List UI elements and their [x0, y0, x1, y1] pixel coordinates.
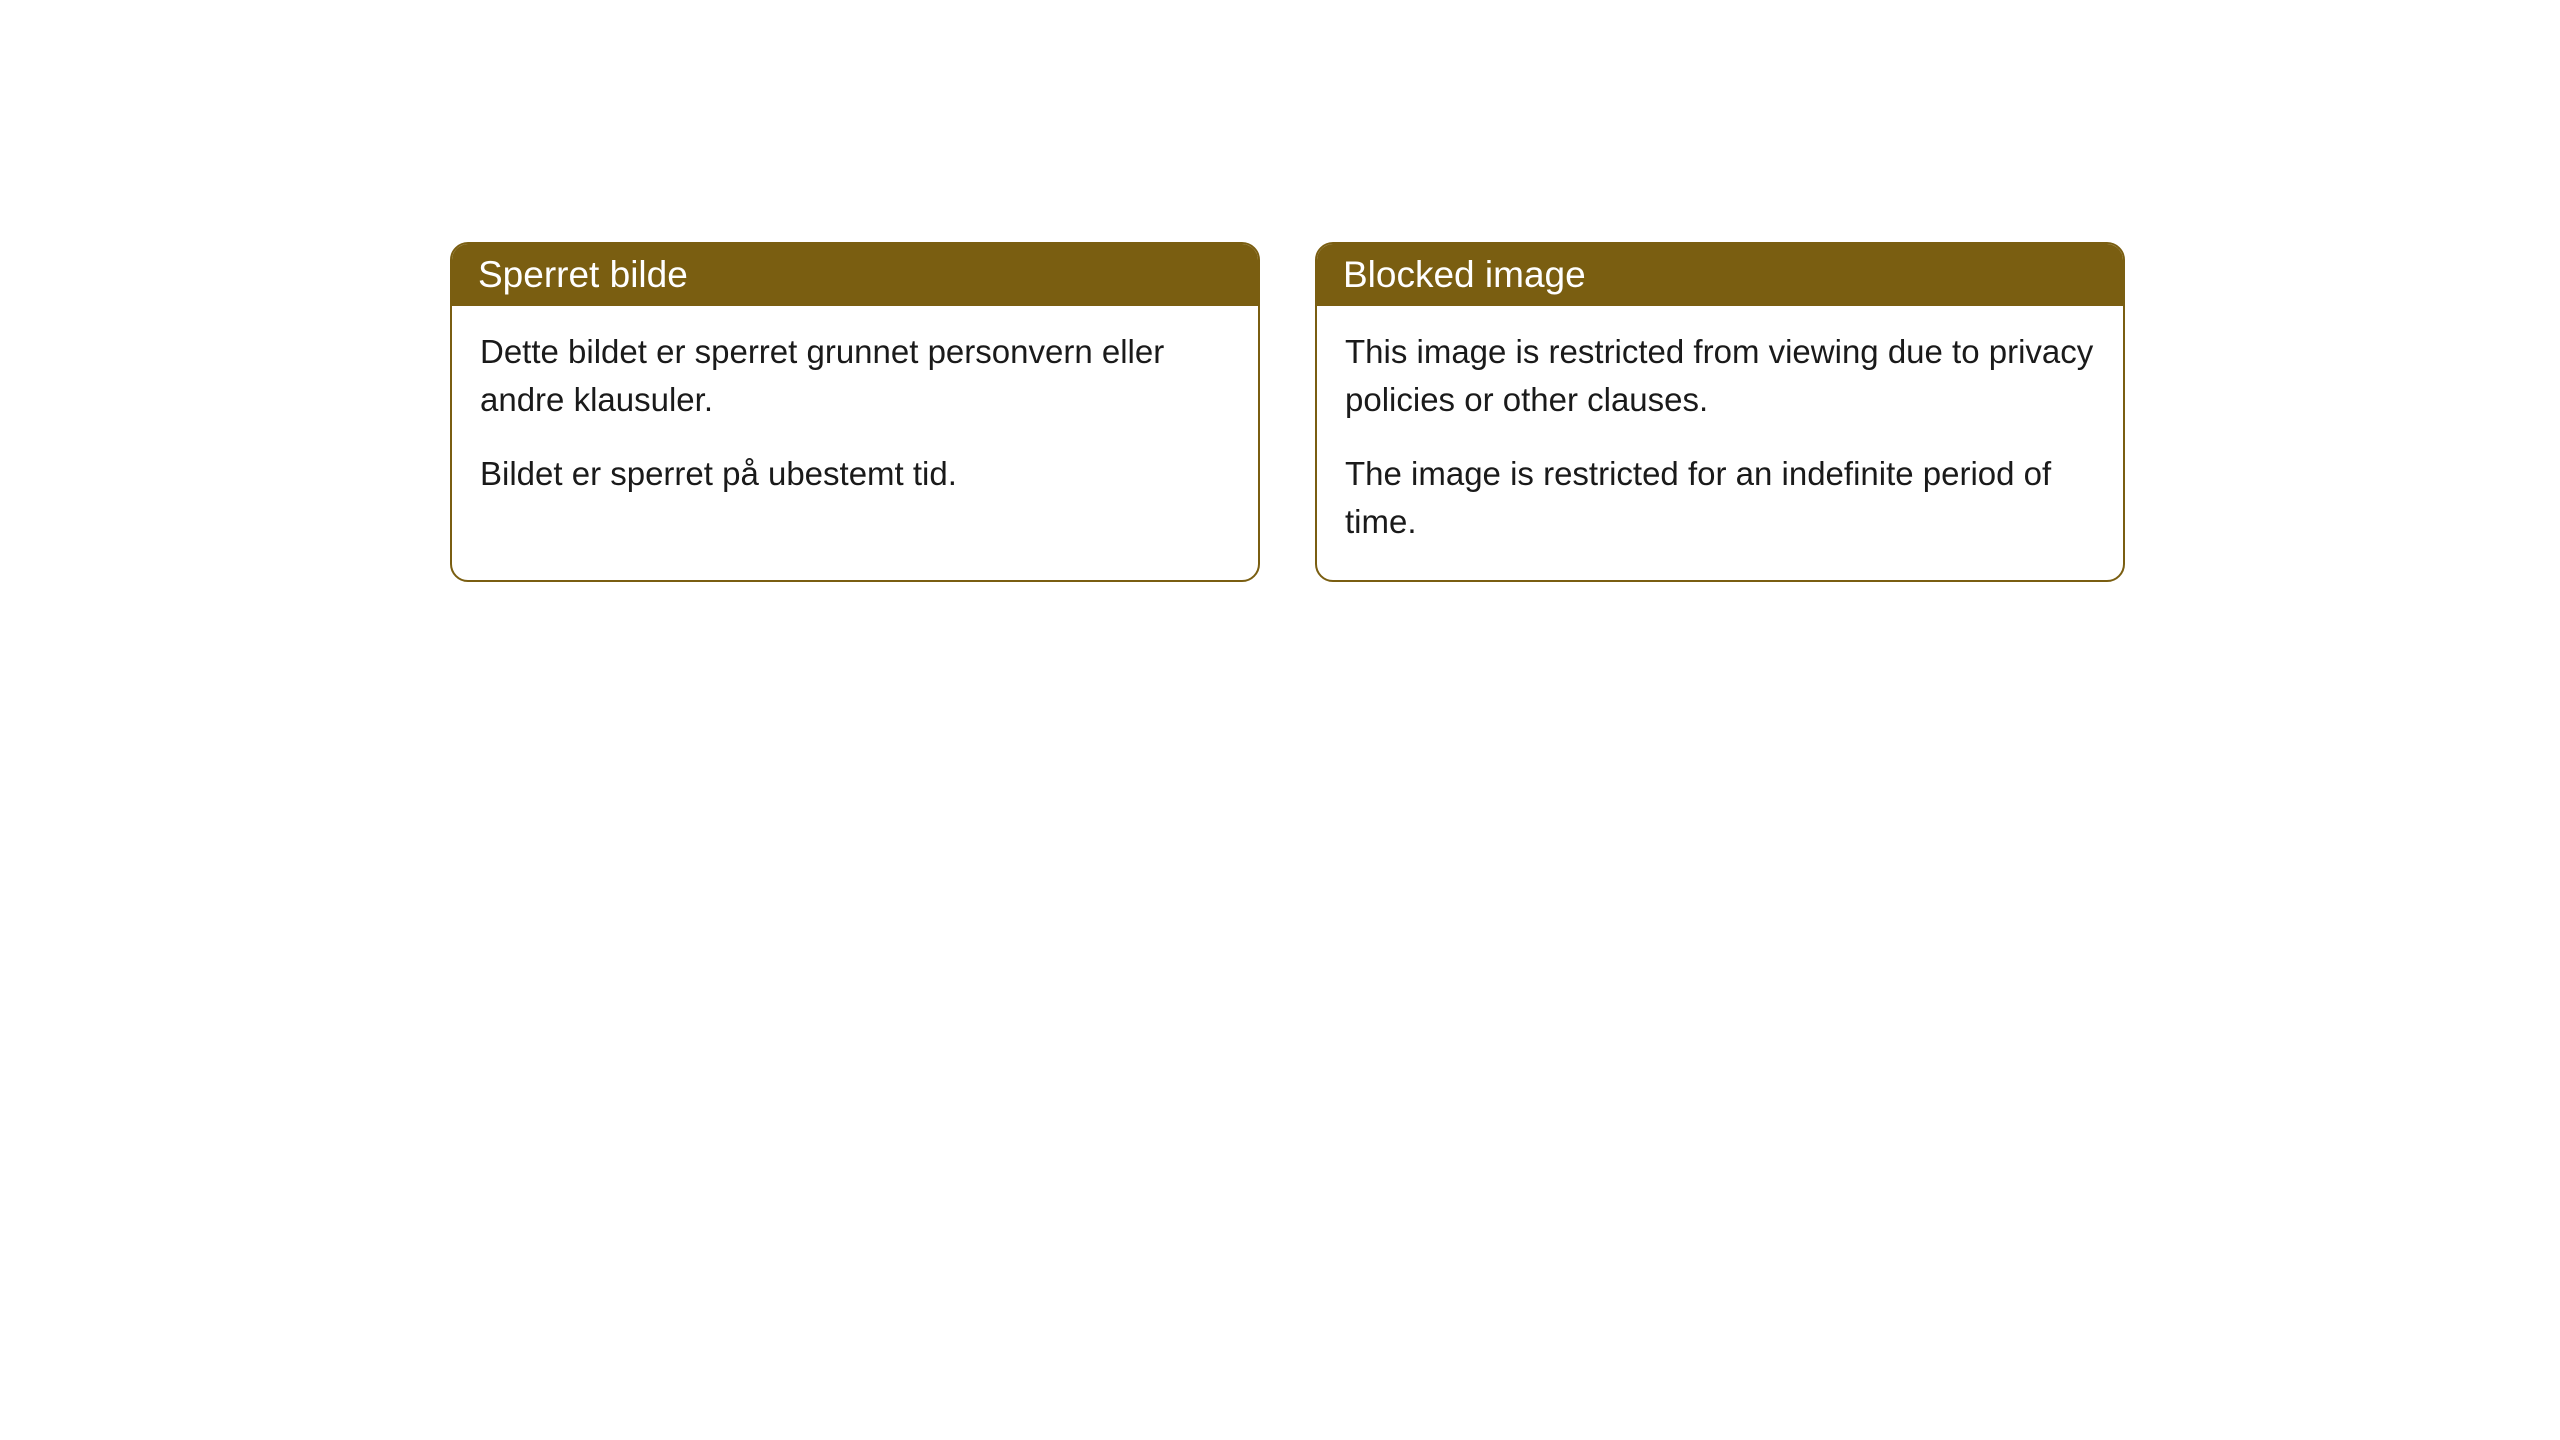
card-body-english: This image is restricted from viewing du…	[1317, 306, 2123, 581]
card-header-english: Blocked image	[1317, 244, 2123, 306]
card-body-norwegian: Dette bildet er sperret grunnet personve…	[452, 306, 1258, 534]
card-header-norwegian: Sperret bilde	[452, 244, 1258, 306]
cards-container: Sperret bilde Dette bildet er sperret gr…	[450, 242, 2125, 582]
card-english: Blocked image This image is restricted f…	[1315, 242, 2125, 582]
card-text-norwegian-2: Bildet er sperret på ubestemt tid.	[480, 450, 1230, 498]
card-text-english-2: The image is restricted for an indefinit…	[1345, 450, 2095, 546]
card-text-norwegian-1: Dette bildet er sperret grunnet personve…	[480, 328, 1230, 424]
card-text-english-1: This image is restricted from viewing du…	[1345, 328, 2095, 424]
card-norwegian: Sperret bilde Dette bildet er sperret gr…	[450, 242, 1260, 582]
